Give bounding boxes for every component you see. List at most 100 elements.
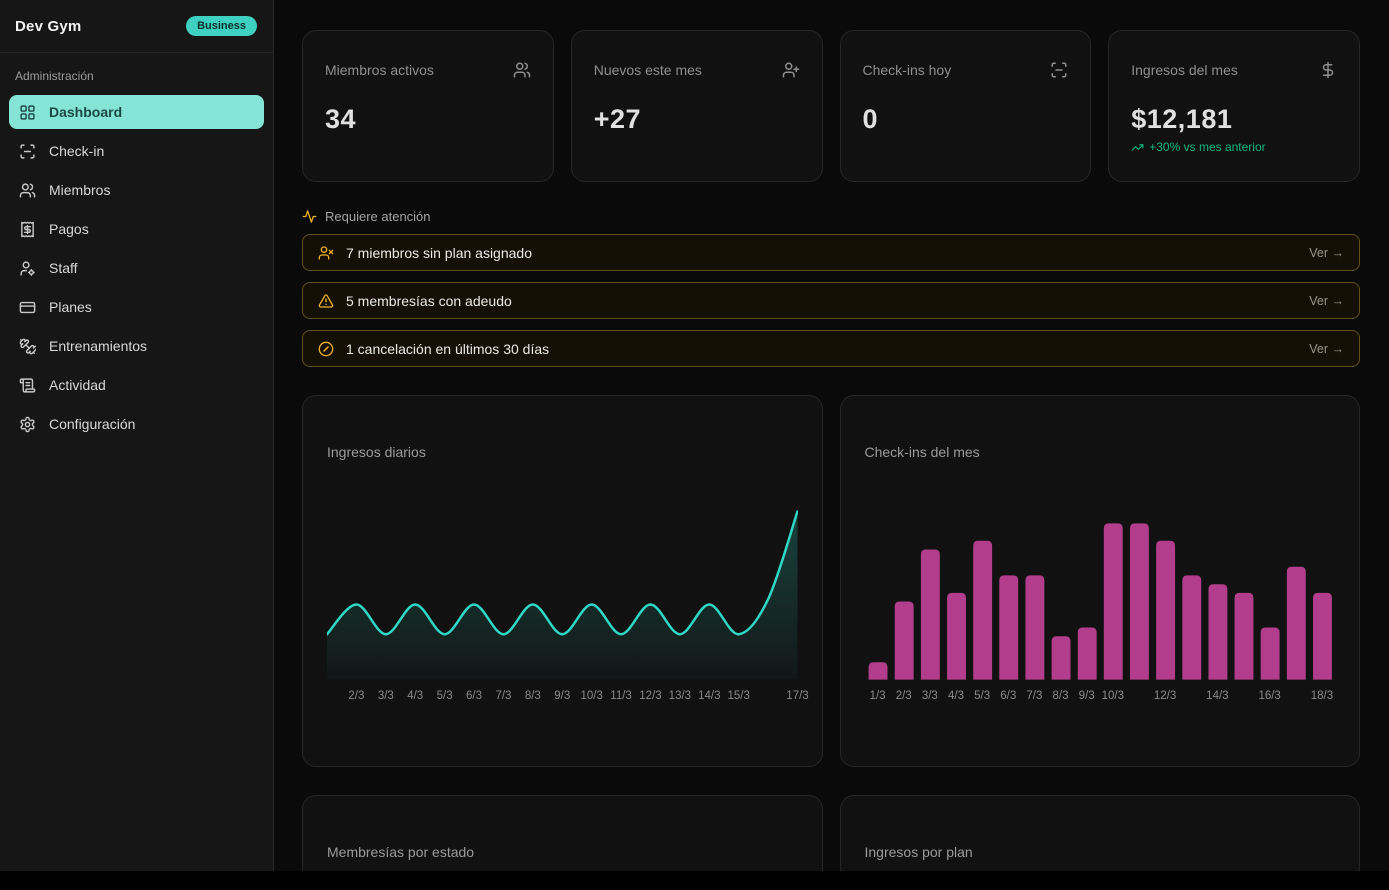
checkins-bar-chart [865,522,1336,680]
x-tick-label: 10/3 [580,690,603,702]
stat-value: +27 [593,104,642,134]
stat-delta: +30% vs mes anterior [1131,140,1337,154]
x-tick-label: 2/3 [348,690,365,702]
trending-up-icon [1131,141,1144,154]
sidebar-item-miembros[interactable]: Miembros [9,173,264,207]
x-tick-label: 12/3 [639,690,662,702]
alert-text: 1 cancelación en últimos 30 días [346,340,550,357]
chart-title: Check-ins del mes [864,444,980,460]
sidebar-item-label: Check-in [49,143,105,159]
sidebar-item-actividad[interactable]: Actividad [9,368,264,402]
membresias-por-estado-card: Membresías por estado [302,795,823,871]
x-tick-label: 5/3 [436,690,453,702]
x-tick-label: 7/3 [495,690,512,702]
stat-card-header: Ingresos del mes [1131,61,1337,79]
x-tick-label: 13/3 [668,690,692,702]
alert-row[interactable]: 1 cancelación en últimos 30 días Ver → [302,330,1360,367]
app-title: Dev Gym [15,17,82,35]
x-tick-label: 5/3 [974,690,991,702]
stat-card-ingresos-del-mes: Ingresos del mes $12,181 +30% vs mes anter… [1108,30,1360,182]
stat-label: Miembros activos [325,62,434,78]
alert-row[interactable]: 7 miembros sin plan asignado Ver → [302,234,1360,271]
activity-icon [302,209,317,224]
receipt-icon [19,221,36,238]
x-tick-label: 9/3 [554,690,571,702]
x-tick-label: 1/3 [869,690,886,702]
sidebar-nav: Dashboard Check-in Miembros Pagos Staff Plane… [0,92,273,446]
stat-label: Nuevos este mes [593,62,702,78]
x-tick-label: 9/3 [1078,690,1095,702]
sidebar-item-label: Configuración [49,416,136,432]
alert-text: 5 membresías con adeudo [346,292,512,309]
credit-card-icon [19,299,36,316]
stat-card-check-ins-hoy: Check-ins hoy 0 [839,30,1092,182]
sidebar-section-label: Administración [15,69,94,83]
x-tick-label: 8/3 [524,690,541,702]
sidebar-item-label: Pagos [49,221,89,237]
charts-row: Ingresos diarios 2/3 3/3 4/3 5/3 6/3 7/3 8/3 9/… [302,395,1360,767]
user-plus-icon [782,61,800,79]
alert-view-link[interactable]: Ver → [1309,293,1344,308]
stat-card-header: Check-ins hoy [863,61,1069,79]
sidebar-item-pagos[interactable]: Pagos [9,212,264,246]
sidebar-item-label: Staff [49,260,78,276]
scan-icon [19,143,36,160]
stat-value: $12,181 [1131,104,1233,134]
user-x-icon [318,245,334,261]
x-tick-label: 4/3 [407,690,424,702]
sidebar-item-label: Planes [49,299,92,315]
sidebar-item-label: Miembros [49,182,111,198]
x-tick-label: 3/3 [377,690,394,702]
dumbbell-icon [19,338,36,355]
x-tick-label: 11/3 [610,690,632,702]
x-tick-label: 2/3 [895,690,912,702]
ingresos-por-plan-card: Ingresos por plan [839,795,1360,871]
x-tick-label: 16/3 [1258,690,1281,702]
alert-row[interactable]: 5 membresías con adeudo Ver → [302,282,1360,319]
sidebar-item-label: Entrenamientos [49,338,148,354]
attention-title: Requiere atención [325,209,431,224]
x-tick-label: 4/3 [947,690,964,702]
alert-view-link[interactable]: Ver → [1309,341,1344,356]
chart-title: Ingresos por plan [864,844,973,860]
alert-text: 7 miembros sin plan asignado [346,244,532,261]
stat-cards-row: Miembros activos 34 Nuevos este mes +27 Chec… [302,30,1360,182]
users-icon [19,182,36,199]
bottom-cards-row: Membresías por estado Ingresos por plan [302,795,1360,871]
attention-section: Requiere atención 7 miembros sin plan as… [302,209,1360,367]
x-tick-label: 6/3 [1000,690,1017,702]
stat-card-header: Miembros activos [325,61,531,79]
dollar-icon [1319,61,1337,79]
checkins-mes-card: Check-ins del mes 1/3 2/3 3/3 4/3 5/3 6/3 7/3 8… [839,395,1360,767]
stat-value: 0 [862,104,879,134]
sidebar-item-label: Dashboard [49,104,123,120]
stat-card-miembros-activos: Miembros activos 34 [302,30,554,182]
x-tick-label: 7/3 [1026,690,1043,702]
users-icon [513,61,531,79]
x-tick-label: 14/3 [1206,690,1229,702]
stat-card-header: Nuevos este mes [594,61,800,79]
stat-value: 34 [325,104,357,134]
sidebar-item-staff[interactable]: Staff [9,251,264,285]
stat-label: Ingresos del mes [1131,62,1238,78]
plan-badge: Business [186,16,257,36]
sidebar-item-planes[interactable]: Planes [9,290,264,324]
user-gear-icon [19,260,36,277]
attention-header: Requiere atención [302,209,1360,224]
sidebar-item-check-in[interactable]: Check-in [9,134,264,168]
ingresos-diarios-card: Ingresos diarios 2/3 3/3 4/3 5/3 6/3 7/3 8/3 9/… [302,395,823,767]
sidebar-item-dashboard[interactable]: Dashboard [9,95,264,129]
scan-icon [1050,61,1068,79]
chart-title: Ingresos diarios [327,444,426,460]
chart-title: Membresías por estado [327,844,475,860]
sidebar-item-configuracion[interactable]: Configuración [9,407,264,441]
sidebar-header: Dev Gym Business [0,0,273,53]
scroll-text-icon [19,377,36,394]
x-tick-label: 10/3 [1101,690,1125,702]
x-tick-label: 15/3 [727,690,750,702]
x-tick-label: 6/3 [466,690,483,702]
stat-label: Check-ins hoy [862,62,952,78]
alert-view-link[interactable]: Ver → [1309,245,1344,260]
bar-chart-x-axis: 1/3 2/3 3/3 4/3 5/3 6/3 7/3 8/3 9/3 10/3 12/3 14/3 1… [865,690,1336,704]
sidebar-item-entrenamientos[interactable]: Entrenamientos [9,329,264,363]
